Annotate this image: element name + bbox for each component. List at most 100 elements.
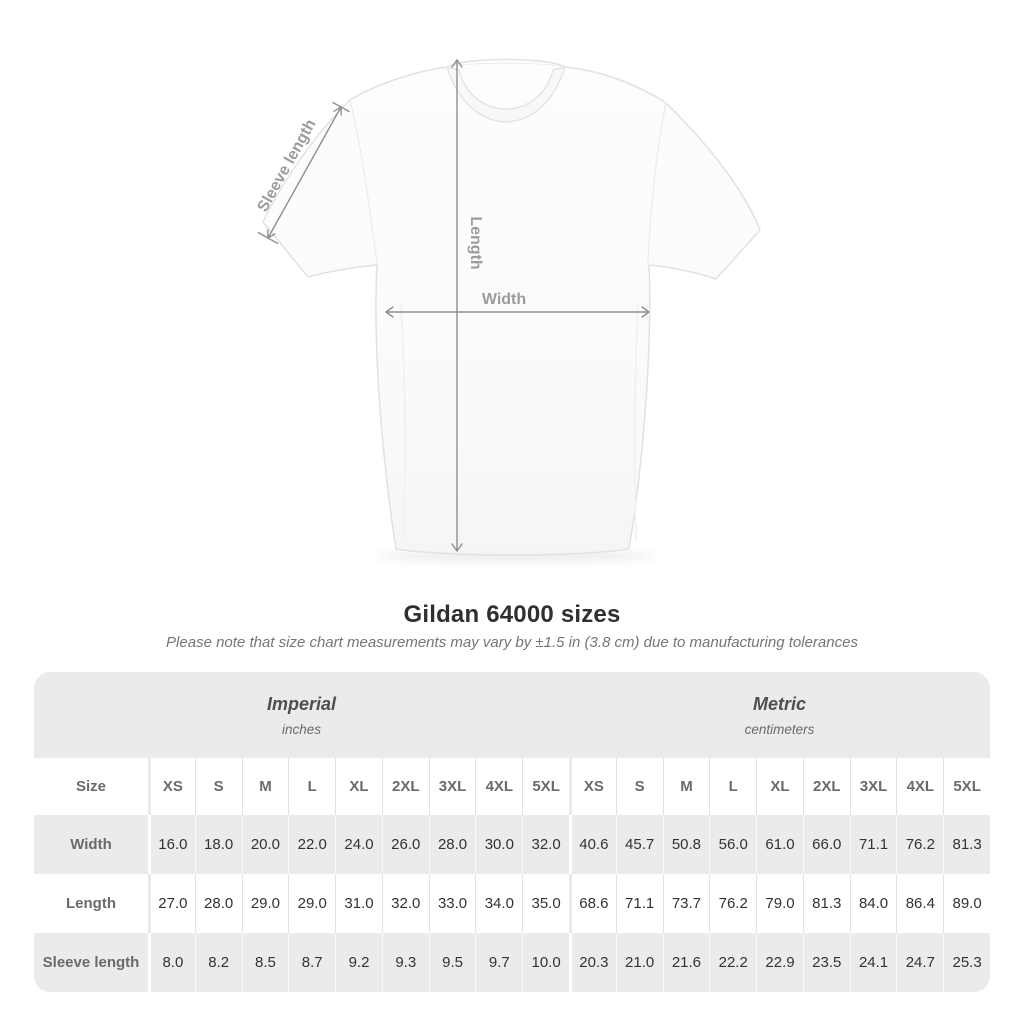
table-cell: 56.0 bbox=[709, 815, 756, 874]
column-header: M bbox=[241, 758, 289, 815]
column-header-size: Size bbox=[34, 758, 148, 815]
table-cell: 26.0 bbox=[381, 815, 429, 874]
table-cell: 29.0 bbox=[241, 874, 289, 933]
table-cell: 76.2 bbox=[709, 874, 757, 933]
table-cell: 21.0 bbox=[615, 933, 663, 992]
column-header: M bbox=[662, 758, 710, 815]
table-cell: 22.9 bbox=[756, 933, 803, 992]
dimension-end-tick bbox=[257, 231, 279, 245]
column-header: 5XL bbox=[943, 758, 990, 815]
column-header: S bbox=[615, 758, 663, 815]
sleeve-dimension-line bbox=[257, 101, 350, 245]
column-header: S bbox=[194, 758, 242, 815]
table-cell: 25.3 bbox=[943, 933, 990, 992]
table-cell: 34.0 bbox=[475, 874, 523, 933]
table-cell: 79.0 bbox=[756, 874, 803, 933]
table-cell: 68.6 bbox=[569, 874, 616, 933]
table-cell: 27.0 bbox=[148, 874, 195, 933]
length-label: Length bbox=[467, 216, 484, 269]
table-cell: 16.0 bbox=[148, 815, 195, 874]
column-header: 3XL bbox=[849, 758, 897, 815]
imperial-unit: inches bbox=[281, 721, 322, 737]
table-cell: 20.0 bbox=[241, 815, 289, 874]
table-cell: 8.5 bbox=[241, 933, 289, 992]
table-cell: 21.6 bbox=[662, 933, 710, 992]
column-header: 2XL bbox=[381, 758, 429, 815]
table-cell: 28.0 bbox=[194, 874, 242, 933]
table-cell: 9.2 bbox=[335, 933, 382, 992]
column-header: 4XL bbox=[475, 758, 523, 815]
tolerance-note: Please note that size chart measurements… bbox=[166, 634, 858, 651]
column-header: XS bbox=[148, 758, 195, 815]
metric-name: Metric bbox=[752, 693, 806, 714]
table-cell: 24.1 bbox=[849, 933, 897, 992]
table-cell: 9.3 bbox=[381, 933, 429, 992]
table-cell: 81.3 bbox=[802, 874, 850, 933]
table-cell: 76.2 bbox=[896, 815, 943, 874]
arrow-down-icon bbox=[451, 543, 463, 552]
table-cell: 81.3 bbox=[943, 815, 990, 874]
table-cell: 61.0 bbox=[756, 815, 803, 874]
width-label: Width bbox=[482, 291, 526, 308]
table-cell: 71.1 bbox=[849, 815, 897, 874]
table-cell: 10.0 bbox=[522, 933, 569, 992]
table-cell: 32.0 bbox=[381, 874, 429, 933]
table-cell: 9.5 bbox=[428, 933, 476, 992]
table-cell: 20.3 bbox=[569, 933, 616, 992]
column-header: L bbox=[709, 758, 757, 815]
row-label: Length bbox=[34, 874, 148, 933]
table-cell: 22.0 bbox=[288, 815, 335, 874]
table-cell: 31.0 bbox=[335, 874, 382, 933]
left-sleeve-seam bbox=[349, 99, 378, 264]
right-sleeve-seam bbox=[647, 102, 667, 264]
imperial-name: Imperial bbox=[266, 693, 337, 714]
arrow-left-icon bbox=[385, 306, 394, 318]
table-cell: 23.5 bbox=[802, 933, 850, 992]
column-header: XS bbox=[569, 758, 616, 815]
table-cell: 22.2 bbox=[709, 933, 756, 992]
page-title: Gildan 64000 sizes bbox=[403, 601, 621, 628]
arrow-right-icon bbox=[641, 306, 650, 318]
fabric-fold-right bbox=[633, 304, 639, 541]
row-label: Sleeve length bbox=[42, 954, 140, 971]
tshirt-graphic bbox=[262, 58, 761, 556]
metric-unit: centimeters bbox=[744, 721, 815, 737]
table-cell: 24.7 bbox=[896, 933, 943, 992]
arrow-up-icon bbox=[451, 59, 463, 68]
column-header: 5XL bbox=[522, 758, 569, 815]
table-cell: 84.0 bbox=[849, 874, 897, 933]
metric-header: Metric centimeters bbox=[569, 672, 990, 758]
width-dimension-line bbox=[385, 306, 650, 318]
table-cell: 32.0 bbox=[522, 815, 569, 874]
back-collar-line bbox=[446, 62, 566, 68]
table-cell: 35.0 bbox=[522, 874, 569, 933]
table-cell: 66.0 bbox=[802, 815, 850, 874]
dimension-end-tick bbox=[332, 101, 350, 113]
table-cell: 18.0 bbox=[194, 815, 242, 874]
column-header: XL bbox=[335, 758, 382, 815]
table-cell: 73.7 bbox=[662, 874, 710, 933]
table-cell: 45.7 bbox=[615, 815, 663, 874]
table-cell: 86.4 bbox=[896, 874, 944, 933]
table-cell: 8.2 bbox=[194, 933, 242, 992]
table-cell: 8.7 bbox=[288, 933, 335, 992]
table-cell: 89.0 bbox=[943, 874, 990, 933]
table-cell: 71.1 bbox=[615, 874, 663, 933]
table-cell: 30.0 bbox=[475, 815, 522, 874]
table-cell: 28.0 bbox=[428, 815, 476, 874]
table-cell: 50.8 bbox=[662, 815, 710, 874]
column-header: 2XL bbox=[802, 758, 850, 815]
length-dimension-line bbox=[451, 59, 463, 552]
table-cell: 33.0 bbox=[428, 874, 476, 933]
table-cell: 29.0 bbox=[288, 874, 336, 933]
table-cell: 9.7 bbox=[475, 933, 522, 992]
fabric-fold-left bbox=[400, 304, 407, 541]
tshirt-diagram: Sleeve length Length Width bbox=[254, 58, 761, 563]
table-cell: 40.6 bbox=[569, 815, 616, 874]
column-header: L bbox=[288, 758, 336, 815]
column-header: XL bbox=[756, 758, 803, 815]
imperial-header: Imperial inches bbox=[34, 672, 569, 758]
table-cell: 24.0 bbox=[335, 815, 382, 874]
table-cell: 8.0 bbox=[148, 933, 195, 992]
column-header: 3XL bbox=[428, 758, 476, 815]
